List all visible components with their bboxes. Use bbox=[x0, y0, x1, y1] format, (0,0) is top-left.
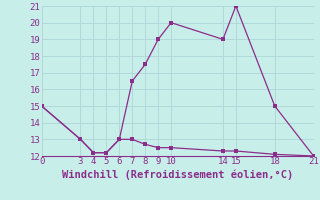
X-axis label: Windchill (Refroidissement éolien,°C): Windchill (Refroidissement éolien,°C) bbox=[62, 169, 293, 180]
